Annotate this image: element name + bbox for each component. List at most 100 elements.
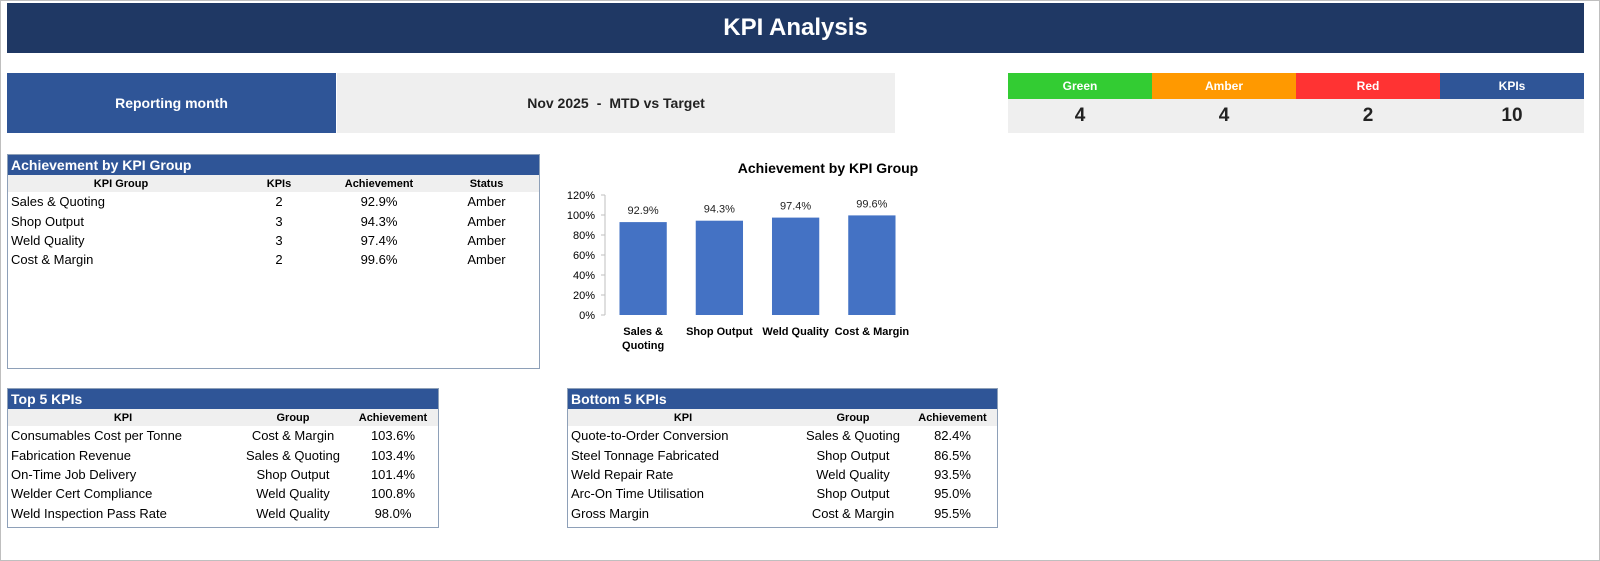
kpi-count: 2 (275, 252, 283, 268)
status-green: Green 4 (1008, 73, 1152, 133)
achievement: 99.6% (360, 252, 398, 268)
kpi-group: Weld Quality (256, 505, 330, 521)
table-row[interactable]: Consumables Cost per Tonne Cost & Margin… (8, 426, 438, 445)
status-red: Red 2 (1296, 73, 1440, 133)
column-header: KPI (568, 409, 798, 426)
y-tick-label: 80% (573, 230, 595, 242)
status-kpis-count: 10 (1440, 99, 1584, 133)
table-row[interactable]: Welder Cert Compliance Weld Quality 100.… (8, 484, 438, 503)
table-row[interactable]: Sales & Quoting 2 92.9% Amber (8, 192, 539, 211)
top5-panel: Top 5 KPIs KPI Group Achievement Consuma… (7, 388, 439, 528)
kpi-group: Shop Output (816, 486, 890, 502)
kpi-group: Cost & Margin (251, 428, 335, 444)
achievement: 86.5% (934, 447, 971, 463)
table-row[interactable]: Fabrication Revenue Sales & Quoting 103.… (8, 445, 438, 464)
y-tick-label: 60% (573, 250, 595, 262)
achievement: 95.0% (934, 486, 971, 502)
kpi-group: Shop Output (256, 466, 330, 482)
status-amber-label: Amber (1152, 73, 1296, 99)
bottom5-title: Bottom 5 KPIs (568, 389, 997, 409)
status: Amber (467, 194, 506, 210)
achievement: 94.3% (360, 213, 398, 229)
table-header-row: KPI Group Achievement (8, 409, 438, 426)
achievement: 103.4% (370, 447, 416, 463)
table-row[interactable]: Weld Quality 3 97.4% Amber (8, 231, 539, 250)
column-header: KPIs (234, 175, 324, 192)
status-summary: Green 4 Amber 4 Red 2 KPIs 10 (1008, 73, 1584, 133)
achievement: 95.5% (934, 505, 971, 521)
reporting-month: Nov 2025 (527, 95, 589, 111)
group-table-title: Achievement by KPI Group (8, 155, 539, 175)
x-tick-label: Quoting (622, 340, 664, 352)
kpi-name: Arc-On Time Utilisation (571, 486, 704, 502)
table-row[interactable]: Gross Margin Cost & Margin 95.5% (568, 504, 997, 523)
table-header-row: KPI Group KPIs Achievement Status (8, 175, 539, 192)
group-table-panel: Achievement by KPI Group KPI Group KPIs … (7, 154, 540, 369)
status: Amber (467, 232, 506, 248)
table-header-row: KPI Group Achievement (568, 409, 997, 426)
column-header: Achievement (348, 409, 438, 426)
x-tick-label: Cost & Margin (835, 326, 910, 338)
status-amber: Amber 4 (1152, 73, 1296, 133)
y-tick-label: 20% (573, 290, 595, 302)
bottom5-table: KPI Group Achievement Quote-to-Order Con… (568, 409, 997, 523)
table-row[interactable]: Shop Output 3 94.3% Amber (8, 211, 539, 230)
table-row[interactable]: On-Time Job Delivery Shop Output 101.4% (8, 465, 438, 484)
status: Amber (467, 213, 506, 229)
column-header: KPI (8, 409, 238, 426)
kpi-group: Shop Output (816, 447, 890, 463)
data-label: 94.3% (704, 204, 735, 216)
bar[interactable] (619, 222, 667, 315)
reporting-month-label: Reporting month (7, 73, 336, 133)
page-title: KPI Analysis (7, 3, 1584, 53)
status-green-label: Green (1008, 73, 1152, 99)
bar[interactable] (771, 217, 820, 315)
table-row[interactable]: Arc-On Time Utilisation Shop Output 95.0… (568, 484, 997, 503)
table-row[interactable]: Cost & Margin 2 99.6% Amber (8, 250, 539, 269)
kpi-count: 2 (275, 194, 283, 210)
kpi-name: Weld Repair Rate (571, 466, 674, 482)
kpi-count: 3 (275, 232, 283, 248)
column-header: Status (434, 175, 539, 192)
kpi-name: Weld Inspection Pass Rate (11, 505, 167, 521)
table-row[interactable]: Weld Repair Rate Weld Quality 93.5% (568, 465, 997, 484)
bar[interactable] (695, 220, 744, 315)
group-table: KPI Group KPIs Achievement Status Sales … (8, 175, 539, 270)
status-red-label: Red (1296, 73, 1440, 99)
bottom5-panel: Bottom 5 KPIs KPI Group Achievement Quot… (567, 388, 998, 528)
achievement: 92.9% (360, 194, 398, 210)
kpi-group: Sales & Quoting (11, 194, 105, 210)
table-row[interactable]: Weld Inspection Pass Rate Weld Quality 9… (8, 504, 438, 523)
top5-title: Top 5 KPIs (8, 389, 438, 409)
reporting-separator: - (596, 95, 602, 111)
bar[interactable] (848, 215, 896, 315)
column-header: Group (238, 409, 348, 426)
kpi-name: On-Time Job Delivery (11, 466, 137, 482)
status: Amber (467, 252, 506, 268)
status-kpis-label: KPIs (1440, 73, 1584, 99)
kpi-name: Quote-to-Order Conversion (571, 428, 729, 444)
achievement: 103.6% (370, 428, 416, 444)
x-tick-label: Shop Output (686, 326, 753, 338)
table-row[interactable]: Steel Tonnage Fabricated Shop Output 86.… (568, 445, 997, 464)
achievement-bar-chart: Achievement by KPI Group 0% 20% 40% 60% 80% 1… (567, 160, 918, 352)
kpi-group: Weld Quality (11, 232, 85, 248)
table-row[interactable]: Quote-to-Order Conversion Sales & Quotin… (568, 426, 997, 445)
status-kpis: KPIs 10 (1440, 73, 1584, 133)
column-header: Achievement (908, 409, 997, 426)
kpi-name: Consumables Cost per Tonne (11, 428, 183, 444)
data-label: 97.4% (780, 201, 811, 213)
achievement: 101.4% (370, 466, 416, 482)
data-label: 99.6% (856, 198, 887, 210)
kpi-group: Shop Output (11, 213, 84, 229)
x-tick-label: Sales & (623, 326, 663, 338)
x-tick-label: Weld Quality (762, 326, 829, 338)
kpi-count: 3 (275, 213, 283, 229)
kpi-name: Steel Tonnage Fabricated (571, 447, 719, 463)
achievement: 98.0% (374, 505, 412, 521)
reporting-month-value[interactable]: Nov 2025 - MTD vs Target (337, 73, 895, 133)
kpi-group: Cost & Margin (811, 505, 895, 521)
kpi-group: Cost & Margin (11, 252, 94, 268)
data-label: 92.9% (628, 205, 659, 217)
y-tick-label: 100% (567, 210, 595, 222)
